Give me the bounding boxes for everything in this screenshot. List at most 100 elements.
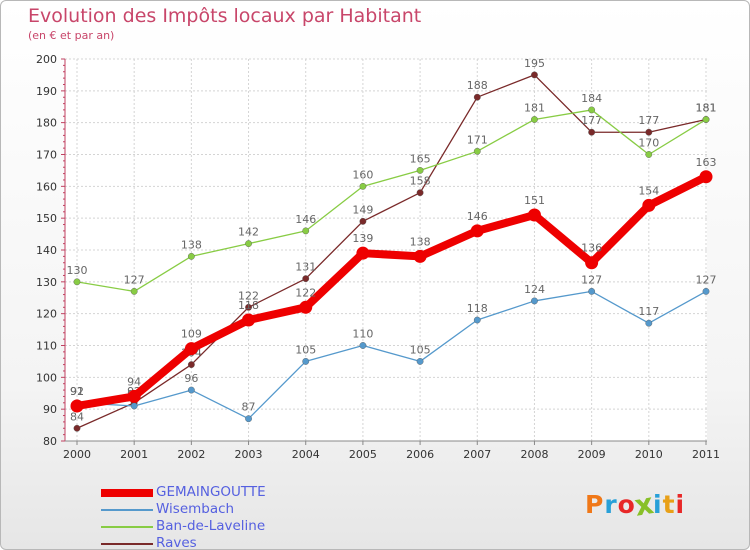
data-point [645,151,653,158]
x-tick-label: 2000 [63,448,91,461]
data-label: 181 [524,101,545,114]
x-tick-label: 2001 [120,448,148,461]
data-point [127,389,141,403]
data-label: 136 [581,242,602,255]
data-label: 94 [127,375,141,388]
legend-label: Wisembach [156,501,235,517]
data-point [642,198,656,212]
y-tick-label: 160 [36,180,57,193]
data-label: 122 [295,286,316,299]
data-label: 188 [467,79,488,92]
data-label: 181 [696,101,717,114]
data-point [470,224,484,238]
legend-swatch [101,526,153,528]
data-label: 165 [410,152,431,165]
data-label: 171 [467,133,488,146]
data-point [585,256,599,270]
data-point [187,386,195,394]
series-ban-de-laveline: 130 127 138 142 146 160 165 171 181 184 170 181 [67,92,717,295]
data-label: 118 [467,302,488,315]
y-tick-label: 100 [36,371,57,384]
data-point [702,287,710,295]
data-point [245,240,252,248]
data-label: 139 [352,232,373,245]
data-label: 92 [70,385,84,398]
data-label: 195 [524,57,545,70]
x-tick-label: 2006 [406,448,434,461]
y-tick-label: 190 [36,85,57,98]
data-point [359,342,367,349]
data-point [645,128,653,136]
data-label: 110 [352,328,373,341]
data-point [473,316,481,324]
data-point [413,249,427,263]
data-label: 87 [242,401,256,414]
data-point [699,170,713,184]
y-tick-label: 110 [36,340,57,353]
data-point [130,402,138,410]
data-point [302,227,310,235]
data-label: 91 [70,385,84,398]
data-label: 105 [295,343,316,356]
data-point [70,399,84,413]
data-label: 146 [467,210,488,223]
data-point [473,147,481,155]
y-tick-label: 90 [43,403,57,416]
chart-title: Evolution des Impôts locaux par Habitant [28,5,422,27]
proxiti-logo: Proxiti [585,486,686,523]
data-point [184,342,198,356]
data-label: 109 [181,328,202,341]
data-label: 127 [696,273,717,286]
data-label: 138 [181,238,202,251]
x-tick-label: 2004 [292,448,320,461]
data-point [73,278,81,286]
data-point [527,208,541,222]
data-point [302,358,310,365]
data-label: 105 [410,343,431,356]
x-tick-label: 2007 [463,448,491,461]
y-tick-label: 140 [36,244,57,257]
data-label: 184 [581,92,602,105]
data-point [130,287,138,295]
series-line [76,109,707,293]
data-label: 177 [581,114,602,127]
data-point [645,319,653,327]
data-label: 127 [581,273,602,286]
data-point [302,275,310,283]
data-label: 151 [524,194,545,207]
series-raves: 8492104122131149158188195177177181 [70,57,717,432]
x-tick-label: 2003 [235,448,263,461]
data-label: 84 [70,410,84,423]
x-tick-label: 2009 [578,448,606,461]
data-point [588,106,596,114]
data-point [359,182,367,190]
x-tick-label: 2002 [177,448,205,461]
y-tick-label: 180 [36,117,57,130]
data-point [242,313,256,327]
data-point [473,93,481,101]
legend-label: Ban-de-Laveline [156,518,266,534]
x-tick-label: 2010 [635,448,663,461]
data-point [356,246,370,260]
data-label: 163 [696,156,717,169]
data-point [416,167,424,174]
data-point [702,116,710,123]
data-label: 170 [638,137,659,150]
x-tick-label: 2008 [520,448,548,461]
data-point [299,300,313,314]
y-tick-label: 170 [36,149,57,162]
data-label: 118 [238,299,259,312]
data-point [73,424,81,432]
legend-label: GEMAINGOUTTE [156,484,266,500]
legend-swatch [101,543,153,545]
series-line [76,74,707,429]
chart-subtitle: (en € et par an) [28,29,115,42]
data-label: 131 [295,261,316,274]
legend-label: Raves [156,535,197,550]
series-line [76,290,707,420]
legend-swatch [101,509,153,511]
y-tick-label: 80 [43,435,57,448]
